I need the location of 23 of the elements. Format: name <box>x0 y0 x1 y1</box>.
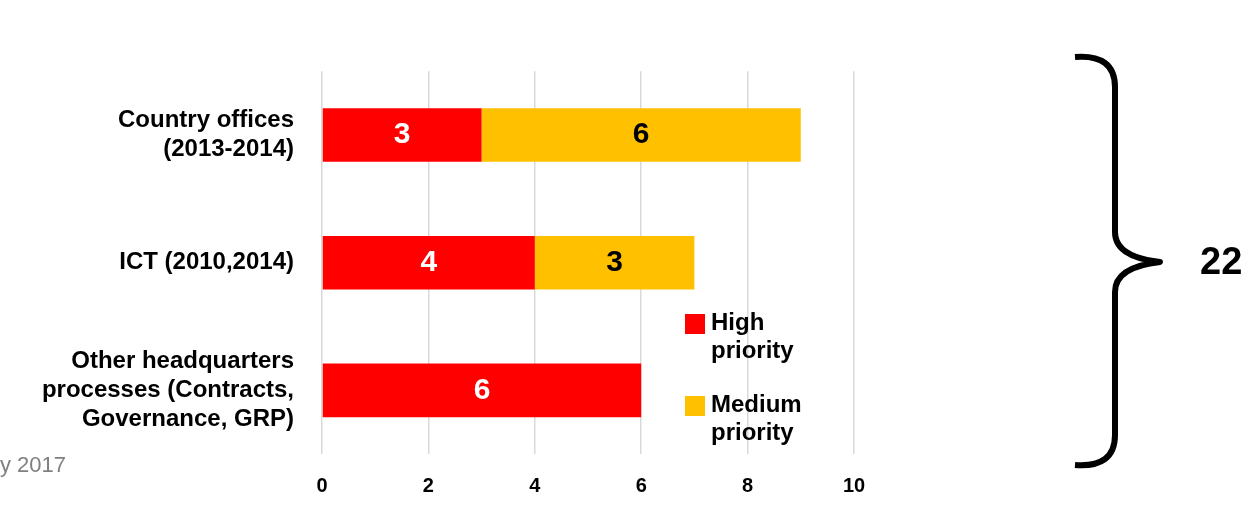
legend-label: High priority <box>711 308 795 364</box>
data-label: 3 <box>393 116 411 150</box>
x-tick-label: 6 <box>635 473 647 496</box>
bar <box>481 108 801 162</box>
data-label: 6 <box>473 371 491 405</box>
x-tick-label: 0 <box>316 473 328 496</box>
y-tick-label: Country offices (2013-2014) <box>117 105 294 162</box>
x-tick-label: 8 <box>742 473 754 496</box>
bar <box>322 108 482 162</box>
bar <box>322 363 642 418</box>
x-tick-label: 10 <box>842 473 866 496</box>
text: y 2017 <box>0 452 67 478</box>
y-tick-label: Other headquarters processes (Contracts, Governance, GRP) <box>41 346 294 431</box>
legend-label: Medium priority <box>711 390 803 446</box>
y-tick-label: ICT (2010,2014) <box>119 247 294 275</box>
bar <box>534 235 695 290</box>
x-tick-label: 4 <box>529 473 542 496</box>
text: 22 <box>1200 240 1243 283</box>
bar <box>322 235 535 290</box>
data-label: 6 <box>632 116 650 150</box>
data-label: 4 <box>420 243 438 277</box>
data-label: 3 <box>606 243 623 277</box>
x-tick-label: 2 <box>422 473 434 496</box>
